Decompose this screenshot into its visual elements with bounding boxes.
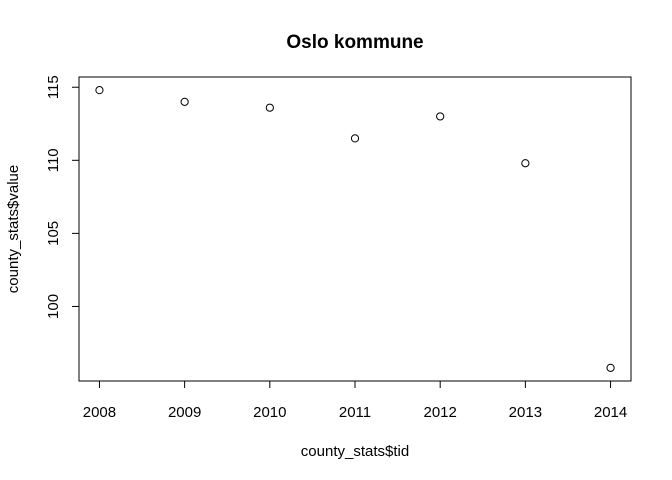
data-point (350, 134, 360, 143)
x-tick-label: 2011 (339, 404, 371, 421)
data-point (180, 97, 189, 106)
y-tick-label: 115 (45, 75, 62, 99)
y-tick-label: 100 (45, 294, 62, 319)
y-axis: 100 105 110 115 (45, 75, 80, 319)
data-point (521, 159, 530, 168)
x-tick-label: 2014 (594, 404, 627, 421)
y-axis-label: county_stats$value (5, 165, 22, 293)
data-point (265, 103, 274, 112)
x-tick-label: 2008 (83, 404, 116, 421)
y-tick-label: 110 (45, 148, 62, 172)
data-point (436, 112, 445, 121)
chart-title: Oslo kommune (286, 32, 423, 53)
data-points (95, 86, 615, 372)
data-point (606, 363, 615, 372)
plot-frame (78, 76, 632, 382)
x-axis: 2008 2009 2010 2011 2012 2013 2014 (83, 380, 627, 421)
x-tick-label: 2013 (509, 404, 542, 421)
x-tick-label: 2012 (423, 404, 456, 421)
x-tick-label: 2009 (168, 404, 201, 421)
x-tick-label: 2010 (253, 404, 286, 421)
data-point (95, 86, 104, 95)
y-tick-label: 105 (45, 221, 62, 246)
x-axis-label: county_stats$tid (301, 443, 409, 460)
